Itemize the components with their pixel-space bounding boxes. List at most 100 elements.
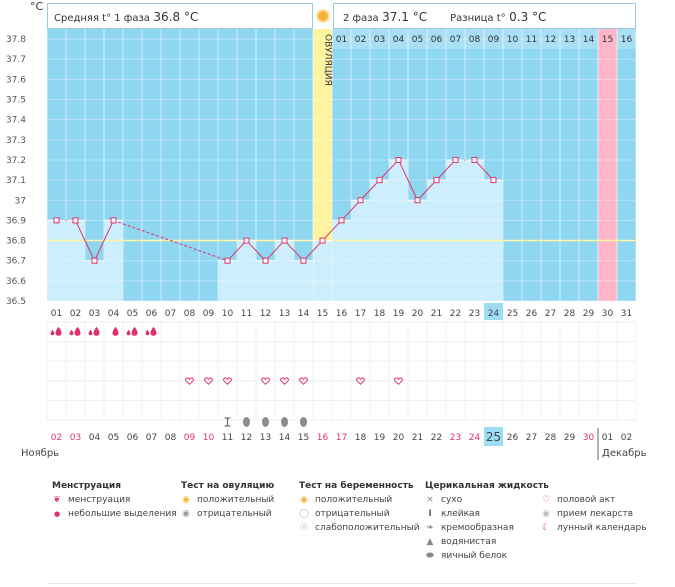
calendar-date: 19 <box>374 433 386 443</box>
cycle-day-label: 12 <box>260 309 271 319</box>
cycle-day-label: 18 <box>374 309 386 319</box>
intercourse-heart-icon <box>280 377 289 386</box>
calendar-date: 28 <box>545 433 557 443</box>
ovulation-sun-icon <box>318 11 328 21</box>
y-tick-label: 36.6 <box>6 277 26 287</box>
ovulation-column <box>313 29 332 301</box>
temperature-line-segment <box>417 179 437 201</box>
calendar-date: 20 <box>393 433 405 443</box>
intercourse-heart-icon <box>394 377 403 386</box>
calendar-date: 02 <box>621 433 632 443</box>
temperature-point <box>91 257 98 264</box>
temperature-point <box>395 156 402 163</box>
menstruation-drop-icon <box>74 326 81 336</box>
phase2-summary: 2 фаза 37.1 °C Разница t° 0.3 °C <box>333 3 636 29</box>
small-discharge-drop-icon <box>50 329 55 336</box>
calendar-date: 11 <box>222 433 233 443</box>
temperature-point <box>433 177 440 184</box>
cycle-day-label: 02 <box>70 309 81 319</box>
phase1-label: Средняя t° 1 фаза <box>54 13 150 24</box>
calendar-date: 07 <box>146 433 157 443</box>
phase2-value: 37.1 °C <box>382 10 428 24</box>
cycle-day-label: 26 <box>526 309 538 319</box>
cycle-day-label: 30 <box>602 309 614 319</box>
legend-item-intercourse: ♡ половой акт <box>541 495 616 505</box>
cycle-day-label: 10 <box>222 309 234 319</box>
small-discharge-drop-icon <box>145 329 150 336</box>
intercourse-heart-icon <box>356 377 365 386</box>
cycle-day-label: 14 <box>298 309 310 319</box>
legend-item-ovulation-positive: ◉ положительный <box>182 495 275 505</box>
small-discharge-drop-icon <box>126 329 131 336</box>
cycle-day-label: 09 <box>203 309 215 319</box>
temperature-line-segment <box>379 159 399 181</box>
temperature-point <box>376 177 383 184</box>
luteal-day-label: 16 <box>621 35 633 45</box>
menstruation-drop-icon <box>55 326 62 336</box>
intercourse-heart-icon <box>299 377 308 386</box>
intercourse-heart-icon <box>204 377 213 386</box>
luteal-day-highlight <box>598 29 617 49</box>
calendar-date: 14 <box>279 433 291 443</box>
cycle-day-label: 27 <box>545 309 556 319</box>
calendar-date: 05 <box>108 433 119 443</box>
small-discharge-drop-icon <box>88 329 93 336</box>
temperature-bar <box>275 240 294 301</box>
temperature-point <box>281 237 288 244</box>
legend-title-pregnancy-test: Тест на беременность <box>299 481 414 491</box>
temperature-bar <box>351 200 370 301</box>
cycle-day-label: 06 <box>146 309 158 319</box>
cycle-day-label: 19 <box>393 309 405 319</box>
phase2-label: 2 фаза <box>343 13 379 24</box>
temperature-dashed-segment <box>113 219 228 262</box>
legend-title-ovulation-test: Тест на овуляцию <box>181 481 275 491</box>
cycle-day-label: 23 <box>469 309 480 319</box>
legend-item-egg-white: ⬬ яичный белок <box>426 551 508 561</box>
cycle-day-label: 11 <box>241 309 252 319</box>
luteal-day-label: 05 <box>412 35 423 45</box>
temperature-line-segment <box>341 199 361 221</box>
calendar-date: 12 <box>241 433 252 443</box>
luteal-day-label: 11 <box>526 35 537 45</box>
temperature-point <box>300 257 307 264</box>
temperature-bar <box>218 260 237 301</box>
cycle-day-label: 20 <box>412 309 424 319</box>
intercourse-heart-icon <box>185 377 194 386</box>
small-drop-icon: ● <box>53 510 61 518</box>
cycle-day-label: 08 <box>184 309 196 319</box>
calendar-date: 27 <box>526 433 537 443</box>
menstruation-drop-icon <box>93 326 100 336</box>
creamy-fluid-icon <box>281 416 288 427</box>
calendar-date: 13 <box>260 433 271 443</box>
calendar-date: 16 <box>317 433 329 443</box>
legend-item-ovulation-negative: ◉ отрицательный <box>182 509 272 519</box>
diff-value: 0.3 °C <box>509 10 547 24</box>
intercourse-heart-icon <box>261 377 270 386</box>
calendar-date: 09 <box>184 433 196 443</box>
luteal-day-label: 14 <box>583 35 595 45</box>
calendar-date: 23 <box>450 433 461 443</box>
legend-item-pregnancy-positive: ◉ положительный <box>300 495 393 505</box>
calendar-date: 30 <box>583 433 595 443</box>
temperature-point <box>452 156 459 163</box>
temperature-line-segment <box>360 179 380 201</box>
period-end-column <box>598 29 617 301</box>
temperature-line-segment <box>265 240 285 262</box>
legend-item-watery: ▲ водянистая <box>426 537 497 547</box>
cycle-day-label: 21 <box>431 309 442 319</box>
temperature-point <box>319 237 326 244</box>
luteal-day-label: 01 <box>336 35 347 45</box>
ovulation-negative-icon: ◉ <box>182 509 190 519</box>
cycle-day-label: 15 <box>317 309 328 319</box>
y-tick-label: 37 <box>15 196 26 206</box>
temperature-bar <box>408 200 427 301</box>
sticky-icon: I <box>428 509 432 519</box>
cycle-day-label: 28 <box>564 309 576 319</box>
cycle-day-label: 22 <box>450 309 461 319</box>
calendar-date: 03 <box>70 433 81 443</box>
moon-icon: ☾ <box>541 523 551 533</box>
heart-icon: ♡ <box>541 495 551 505</box>
temperature-bar <box>85 260 104 301</box>
luteal-day-label: 02 <box>355 35 366 45</box>
